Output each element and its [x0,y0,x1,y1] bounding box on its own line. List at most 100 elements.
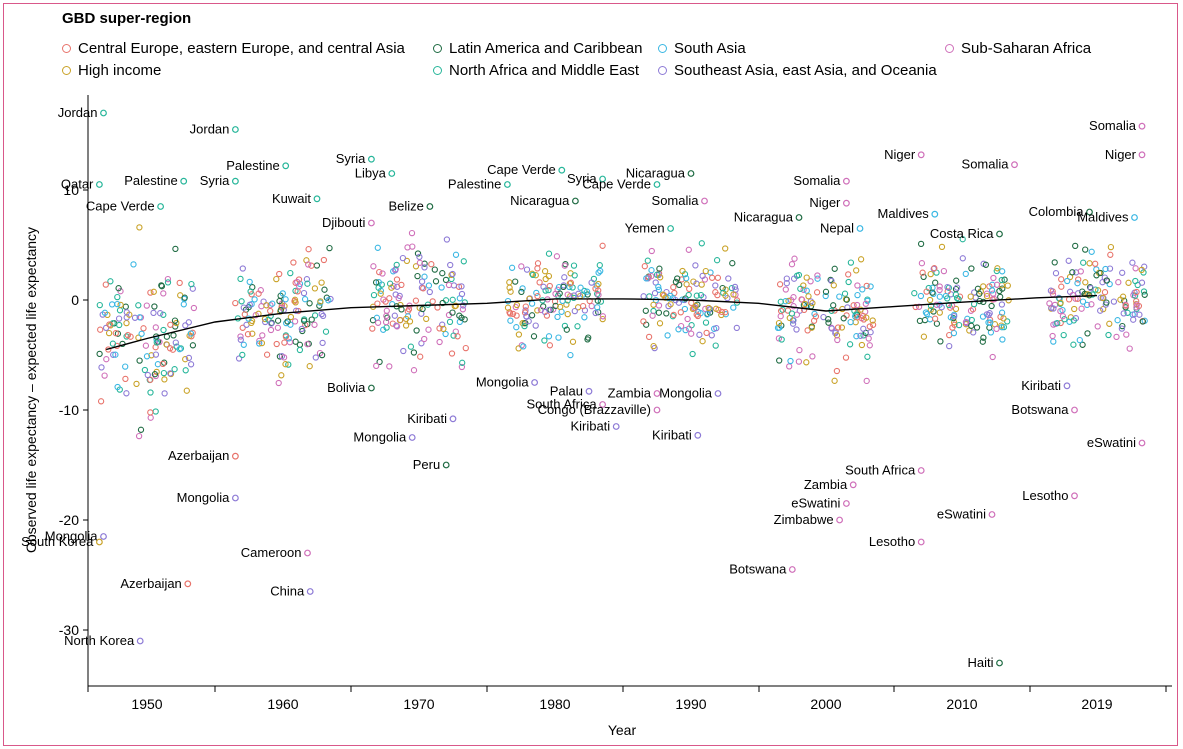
labeled-data-point [180,177,188,185]
point-label: Niger [809,195,841,210]
data-point [163,341,170,348]
data-point [317,298,324,305]
data-point [413,327,420,334]
data-point [414,250,422,257]
data-point [182,356,189,363]
data-point [712,282,719,289]
data-point [866,323,873,330]
data-point [555,334,562,341]
data-point [156,338,163,346]
data-point [731,283,739,291]
legend-marker-icon [433,66,442,75]
data-point [683,281,690,288]
data-point [116,321,123,329]
data-point [160,290,167,297]
data-point [241,311,248,318]
data-point [588,279,595,286]
data-point [105,329,113,337]
data-point [373,314,381,321]
data-point [936,309,943,316]
data-point [117,301,124,309]
data-point [1138,266,1145,274]
data-point [1064,277,1071,285]
data-point [917,292,925,300]
data-point [402,322,410,329]
point-label: Jordan [58,105,98,120]
data-point [163,333,171,340]
data-point [553,253,561,260]
labeled-data-point [599,401,606,408]
data-point [998,301,1006,308]
data-point [115,285,122,292]
data-point [182,322,189,329]
data-point [863,282,870,290]
data-point [825,319,832,326]
legend-item: Central Europe, eastern Europe, and cent… [62,40,405,57]
points-layer [96,224,1148,440]
data-point [400,347,407,355]
data-point [136,224,143,231]
data-point [843,296,850,303]
data-point [423,315,430,323]
data-point [258,339,266,347]
data-point [1115,279,1122,286]
data-point [1070,317,1077,324]
data-point [1001,276,1008,283]
data-point [522,319,529,327]
data-point [386,295,393,302]
data-point [255,290,262,297]
data-point [998,309,1006,316]
point-label: Mongolia [177,490,231,505]
data-point [154,361,162,368]
legend-marker-icon [658,44,667,53]
data-point [805,293,812,300]
data-point [276,297,283,305]
data-point [916,317,924,325]
data-point [922,309,930,316]
data-point [1131,292,1139,299]
data-point [950,329,958,337]
data-point [822,292,829,300]
data-point [982,261,990,268]
data-point [1103,277,1111,284]
data-point [504,297,512,305]
data-point [782,286,789,293]
data-point [944,283,951,291]
labeled-data-point [388,170,396,177]
data-point [839,305,846,313]
data-point [937,338,944,345]
data-point [291,318,299,325]
data-point [929,289,936,296]
data-point [164,275,172,283]
data-point [112,330,119,337]
data-point [167,321,174,328]
labeled-data-point [917,467,925,474]
data-point [577,284,584,291]
data-point [114,300,121,308]
data-point [439,299,446,307]
point-label: South Korea [21,534,94,549]
data-point [98,364,105,371]
data-point [953,284,961,291]
data-point [541,268,549,275]
y-tick-label: -20 [59,512,79,528]
point-label: Belize [388,199,423,214]
data-point [244,331,252,338]
data-point [866,342,873,349]
data-point [412,297,420,304]
data-point [267,326,275,334]
axes-layer: 10 0 -10 -20 -30 1950 1960 1970 1980 1990 2000 2010… [59,95,1172,712]
data-point [1049,332,1056,340]
labeled-data-point [157,203,165,210]
data-point [556,290,563,297]
point-label: Mongolia [659,386,713,401]
data-point [240,304,247,311]
data-point [718,311,725,319]
x-axis-label: Year [608,722,637,738]
data-point [106,321,113,328]
legend-item: North Africa and Middle East [433,62,639,79]
data-point [1065,257,1072,264]
data-point [776,357,783,364]
labeled-data-point [795,214,803,221]
labeled-data-point [856,225,864,232]
